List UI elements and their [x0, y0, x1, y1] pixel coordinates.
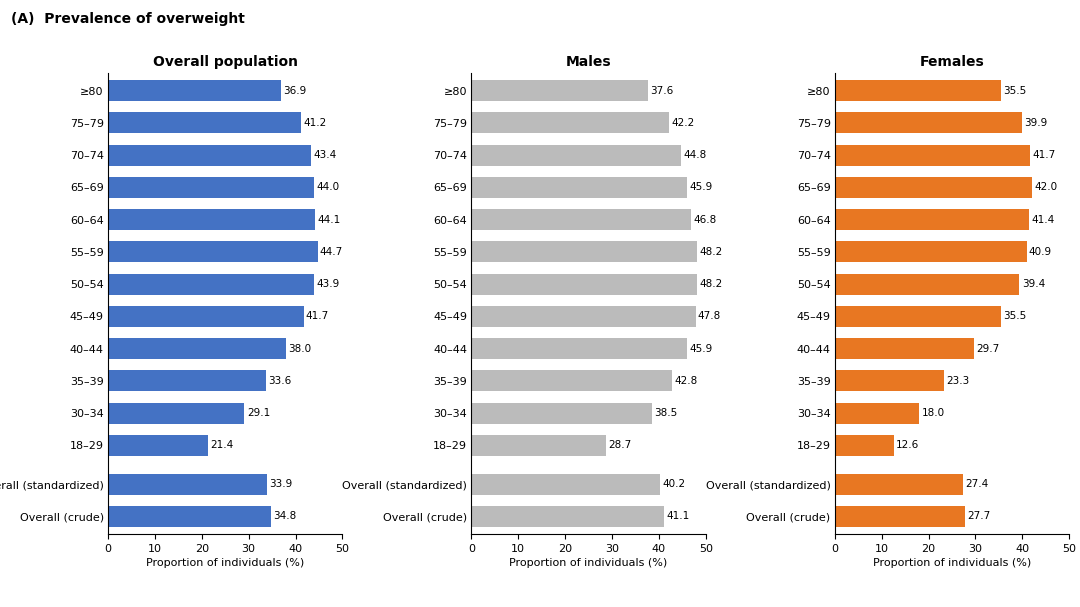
- Text: 21.4: 21.4: [211, 441, 234, 450]
- Text: 35.5: 35.5: [1003, 311, 1027, 321]
- Text: 27.4: 27.4: [966, 479, 989, 489]
- Bar: [471, 306, 696, 327]
- Text: 33.6: 33.6: [268, 376, 292, 386]
- Bar: [471, 473, 660, 495]
- Bar: [471, 144, 681, 166]
- Bar: [835, 435, 894, 456]
- Bar: [471, 274, 698, 294]
- Text: 42.0: 42.0: [1034, 182, 1057, 192]
- Text: 38.0: 38.0: [288, 344, 312, 354]
- Bar: [471, 506, 664, 527]
- Bar: [108, 402, 244, 424]
- Text: 48.2: 48.2: [700, 247, 723, 257]
- Bar: [108, 112, 301, 134]
- Bar: [835, 506, 964, 527]
- Text: 44.1: 44.1: [318, 215, 340, 225]
- Text: 42.2: 42.2: [672, 118, 694, 128]
- Bar: [108, 242, 318, 262]
- Bar: [835, 402, 919, 424]
- Bar: [835, 370, 944, 392]
- Bar: [108, 370, 266, 392]
- Bar: [108, 274, 314, 294]
- Text: 29.7: 29.7: [976, 344, 1000, 354]
- Text: 12.6: 12.6: [896, 441, 919, 450]
- Text: 41.2: 41.2: [303, 118, 327, 128]
- Bar: [108, 506, 271, 527]
- Text: 39.4: 39.4: [1022, 279, 1045, 289]
- Text: 45.9: 45.9: [689, 182, 712, 192]
- Bar: [108, 473, 267, 495]
- X-axis label: Proportion of individuals (%): Proportion of individuals (%): [146, 558, 305, 568]
- Text: 27.7: 27.7: [967, 512, 990, 521]
- Bar: [471, 338, 687, 359]
- Text: 43.4: 43.4: [314, 150, 337, 160]
- Bar: [471, 177, 687, 198]
- Bar: [108, 435, 208, 456]
- Text: 45.9: 45.9: [689, 344, 712, 354]
- Text: 41.1: 41.1: [666, 512, 690, 521]
- Bar: [835, 306, 1001, 327]
- Bar: [835, 80, 1001, 101]
- Bar: [835, 242, 1026, 262]
- Text: 34.8: 34.8: [273, 512, 297, 521]
- Bar: [471, 209, 691, 230]
- Text: 42.8: 42.8: [674, 376, 698, 386]
- Text: 40.9: 40.9: [1029, 247, 1052, 257]
- Title: Females: Females: [919, 55, 984, 69]
- Text: 37.6: 37.6: [650, 86, 673, 95]
- Bar: [108, 177, 314, 198]
- Bar: [835, 144, 1030, 166]
- Text: 40.2: 40.2: [662, 479, 686, 489]
- Text: 33.9: 33.9: [269, 479, 293, 489]
- Title: Overall population: Overall population: [152, 55, 298, 69]
- Title: Males: Males: [566, 55, 611, 69]
- Text: 18.0: 18.0: [921, 408, 945, 418]
- Text: 29.1: 29.1: [247, 408, 270, 418]
- Text: 48.2: 48.2: [700, 279, 723, 289]
- Text: 23.3: 23.3: [946, 376, 970, 386]
- Text: 44.7: 44.7: [320, 247, 343, 257]
- Bar: [471, 435, 606, 456]
- Bar: [835, 112, 1022, 134]
- Bar: [471, 370, 672, 392]
- Text: 36.9: 36.9: [283, 86, 307, 95]
- X-axis label: Proportion of individuals (%): Proportion of individuals (%): [510, 558, 667, 568]
- Bar: [835, 274, 1020, 294]
- Text: 28.7: 28.7: [608, 441, 632, 450]
- Bar: [835, 473, 963, 495]
- Bar: [835, 177, 1031, 198]
- Text: 35.5: 35.5: [1003, 86, 1027, 95]
- Bar: [471, 402, 652, 424]
- Text: 47.8: 47.8: [698, 311, 721, 321]
- Bar: [835, 338, 974, 359]
- Bar: [108, 80, 281, 101]
- X-axis label: Proportion of individuals (%): Proportion of individuals (%): [873, 558, 1031, 568]
- Bar: [835, 209, 1029, 230]
- Text: 41.7: 41.7: [306, 311, 329, 321]
- Bar: [471, 242, 698, 262]
- Bar: [471, 80, 648, 101]
- Text: 46.8: 46.8: [693, 215, 716, 225]
- Text: 44.8: 44.8: [684, 150, 707, 160]
- Bar: [108, 306, 303, 327]
- Text: 39.9: 39.9: [1024, 118, 1048, 128]
- Text: 44.0: 44.0: [316, 182, 340, 192]
- Bar: [108, 338, 286, 359]
- Text: 41.7: 41.7: [1032, 150, 1056, 160]
- Text: (A)  Prevalence of overweight: (A) Prevalence of overweight: [11, 12, 245, 26]
- Bar: [108, 144, 311, 166]
- Bar: [108, 209, 314, 230]
- Text: 41.4: 41.4: [1031, 215, 1054, 225]
- Bar: [471, 112, 670, 134]
- Text: 43.9: 43.9: [316, 279, 339, 289]
- Text: 38.5: 38.5: [654, 408, 677, 418]
